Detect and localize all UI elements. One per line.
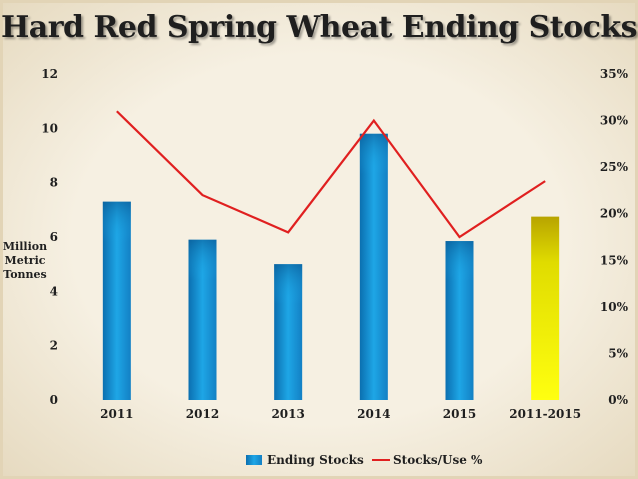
bar-shade (445, 241, 474, 282)
y-right-tick-label: 0% (608, 393, 628, 407)
y-right-tick-label: 5% (608, 346, 628, 360)
y-left-tick-label: 12 (41, 67, 58, 81)
y-left-tick-label: 10 (41, 121, 58, 135)
y-left-axis: 0 2 4 6 8 10 12 (41, 67, 58, 407)
legend: Ending Stocks Stocks/Use % (246, 453, 483, 467)
y-right-tick-label: 10% (600, 300, 629, 314)
legend-label-stocks-use: Stocks/Use % (393, 453, 483, 467)
bar-shade (359, 133, 388, 174)
bar (359, 133, 388, 400)
bar-shade (188, 239, 217, 280)
legend-swatch-ending-stocks (246, 455, 262, 465)
y-right-tick-label: 20% (600, 207, 629, 221)
y-left-tick-label: 4 (50, 284, 58, 298)
x-tick-label: 2015 (443, 407, 476, 421)
y-left-tick-label: 6 (50, 230, 58, 244)
y-left-tick-label: 2 (50, 339, 58, 353)
x-tick-label: 2013 (271, 407, 304, 421)
y-right-tick-label: 35% (600, 67, 629, 81)
bar-shade (102, 201, 131, 242)
y-axis-label: Million Metric Tonnes (2, 240, 48, 282)
y-right-axis: 0% 5% 10% 15% 20% 25% 30% 35% (600, 67, 629, 407)
y-right-tick-label: 15% (600, 253, 629, 267)
x-tick-label: 2012 (186, 407, 219, 421)
line-series (116, 110, 546, 239)
stocks-use-line (116, 110, 546, 239)
bar-shade (274, 264, 303, 305)
legend-label-ending-stocks: Ending Stocks (267, 453, 364, 467)
x-tick-label: 2014 (357, 407, 390, 421)
bar-series (102, 133, 560, 400)
x-axis: 2011 2012 2013 2014 2015 2011-2015 (100, 407, 581, 421)
x-tick-label: 2011-2015 (509, 407, 581, 421)
x-tick-label: 2011 (100, 407, 133, 421)
y-right-tick-label: 25% (600, 160, 629, 174)
chart-title: Hard Red Spring Wheat Ending Stocks (0, 10, 638, 45)
y-right-tick-label: 30% (600, 114, 629, 128)
y-left-tick-label: 0 (50, 393, 58, 407)
y-left-tick-label: 8 (50, 176, 58, 190)
bar (531, 216, 560, 400)
y-axis-label-text: Million Metric Tonnes (2, 240, 48, 281)
